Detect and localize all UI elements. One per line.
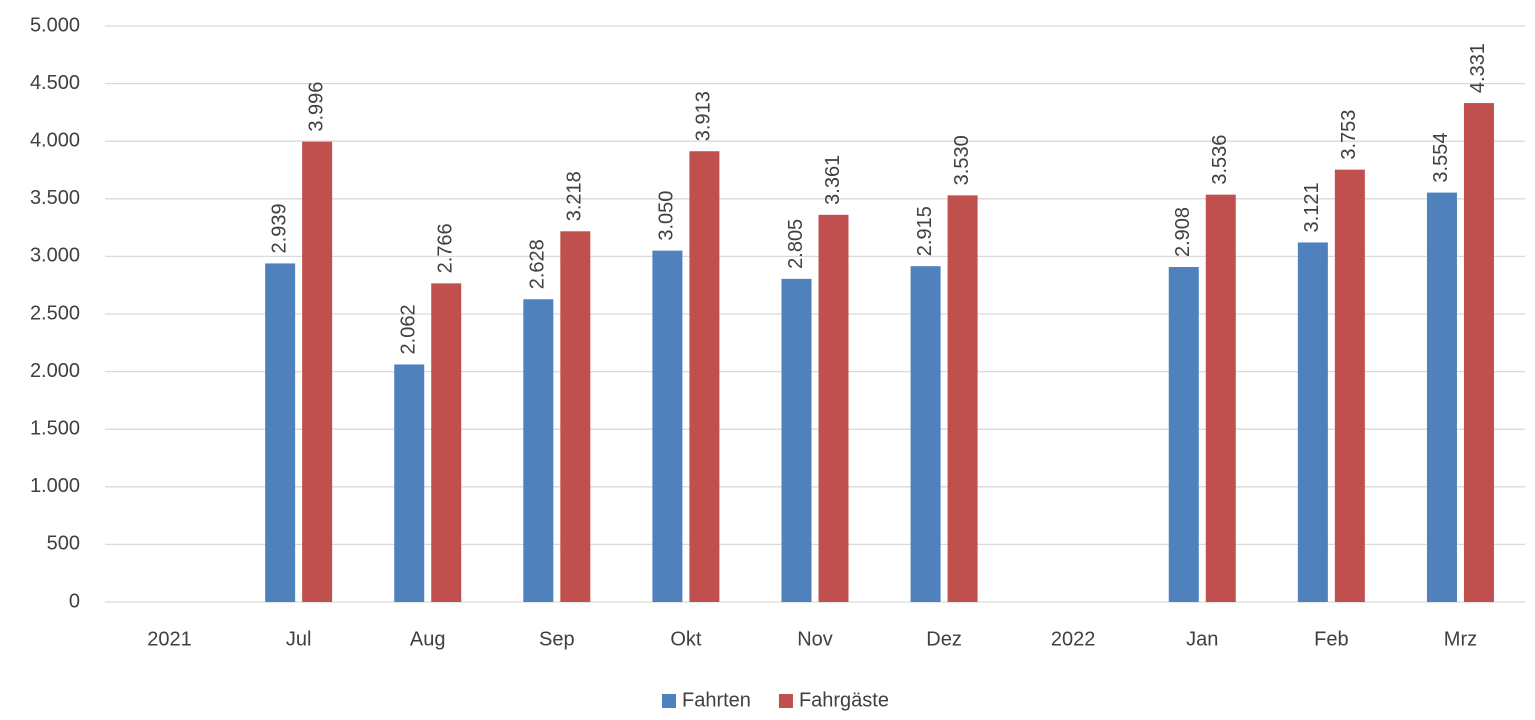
y-tick-label: 1.000 bbox=[30, 475, 80, 497]
x-tick-label: Dez bbox=[926, 628, 962, 650]
data-label: 3.121 bbox=[1301, 182, 1323, 232]
bar bbox=[302, 141, 333, 602]
y-tick-label: 3.000 bbox=[30, 245, 80, 267]
bar bbox=[560, 231, 591, 602]
y-tick-label: 2.000 bbox=[30, 360, 80, 382]
x-tick-label: Aug bbox=[410, 628, 446, 650]
y-tick-label: 0 bbox=[69, 590, 80, 612]
data-label: 2.908 bbox=[1172, 207, 1194, 257]
bar bbox=[1168, 266, 1199, 602]
data-label: 3.536 bbox=[1209, 135, 1231, 185]
data-label: 3.530 bbox=[951, 135, 973, 185]
y-tick-label: 4.500 bbox=[30, 72, 80, 94]
data-label: 3.913 bbox=[693, 91, 715, 141]
bar bbox=[1297, 242, 1328, 602]
data-label: 2.939 bbox=[268, 203, 290, 253]
bar bbox=[818, 214, 849, 602]
y-tick-label: 2.500 bbox=[30, 302, 80, 324]
bar bbox=[1426, 192, 1457, 602]
bar bbox=[523, 299, 554, 602]
y-tick-label: 3.500 bbox=[30, 187, 80, 209]
x-tick-label: Jan bbox=[1186, 628, 1218, 650]
bar bbox=[265, 263, 296, 602]
legend-label: Fahrten bbox=[682, 689, 751, 711]
data-label: 2.628 bbox=[527, 239, 549, 289]
x-tick-label: Okt bbox=[670, 628, 702, 650]
x-tick-label: Feb bbox=[1314, 628, 1348, 650]
bar bbox=[689, 151, 720, 602]
data-label: 4.331 bbox=[1467, 43, 1489, 93]
legend-swatch bbox=[662, 694, 676, 708]
bar bbox=[1463, 103, 1494, 603]
bar bbox=[652, 250, 683, 602]
x-tick-label: Sep bbox=[539, 628, 575, 650]
data-label: 2.766 bbox=[435, 223, 457, 273]
x-tick-label: 2022 bbox=[1051, 628, 1096, 650]
data-label: 2.062 bbox=[398, 304, 420, 354]
x-tick-label: Nov bbox=[797, 628, 833, 650]
bar bbox=[947, 195, 978, 602]
bar bbox=[394, 364, 425, 602]
x-tick-label: Mrz bbox=[1444, 628, 1477, 650]
bar bbox=[1205, 194, 1236, 602]
data-label: 3.996 bbox=[305, 82, 327, 132]
data-label: 2.915 bbox=[914, 206, 936, 256]
data-label: 2.805 bbox=[785, 219, 807, 269]
y-tick-label: 500 bbox=[47, 533, 80, 555]
bar bbox=[431, 283, 462, 602]
data-label: 3.554 bbox=[1430, 133, 1452, 183]
data-label: 3.050 bbox=[656, 191, 678, 241]
bar bbox=[1334, 169, 1365, 602]
data-label: 3.753 bbox=[1338, 110, 1360, 160]
x-tick-label: 2021 bbox=[147, 628, 192, 650]
y-tick-label: 1.500 bbox=[30, 417, 80, 439]
y-tick-label: 4.000 bbox=[30, 129, 80, 151]
x-tick-label: Jul bbox=[286, 628, 312, 650]
bar bbox=[910, 266, 941, 602]
bar bbox=[781, 278, 812, 602]
data-label: 3.361 bbox=[822, 155, 844, 205]
y-tick-label: 5.000 bbox=[30, 14, 80, 36]
legend-label: Fahrgäste bbox=[799, 689, 889, 711]
data-label: 3.218 bbox=[564, 171, 586, 221]
legend-swatch bbox=[778, 694, 793, 708]
